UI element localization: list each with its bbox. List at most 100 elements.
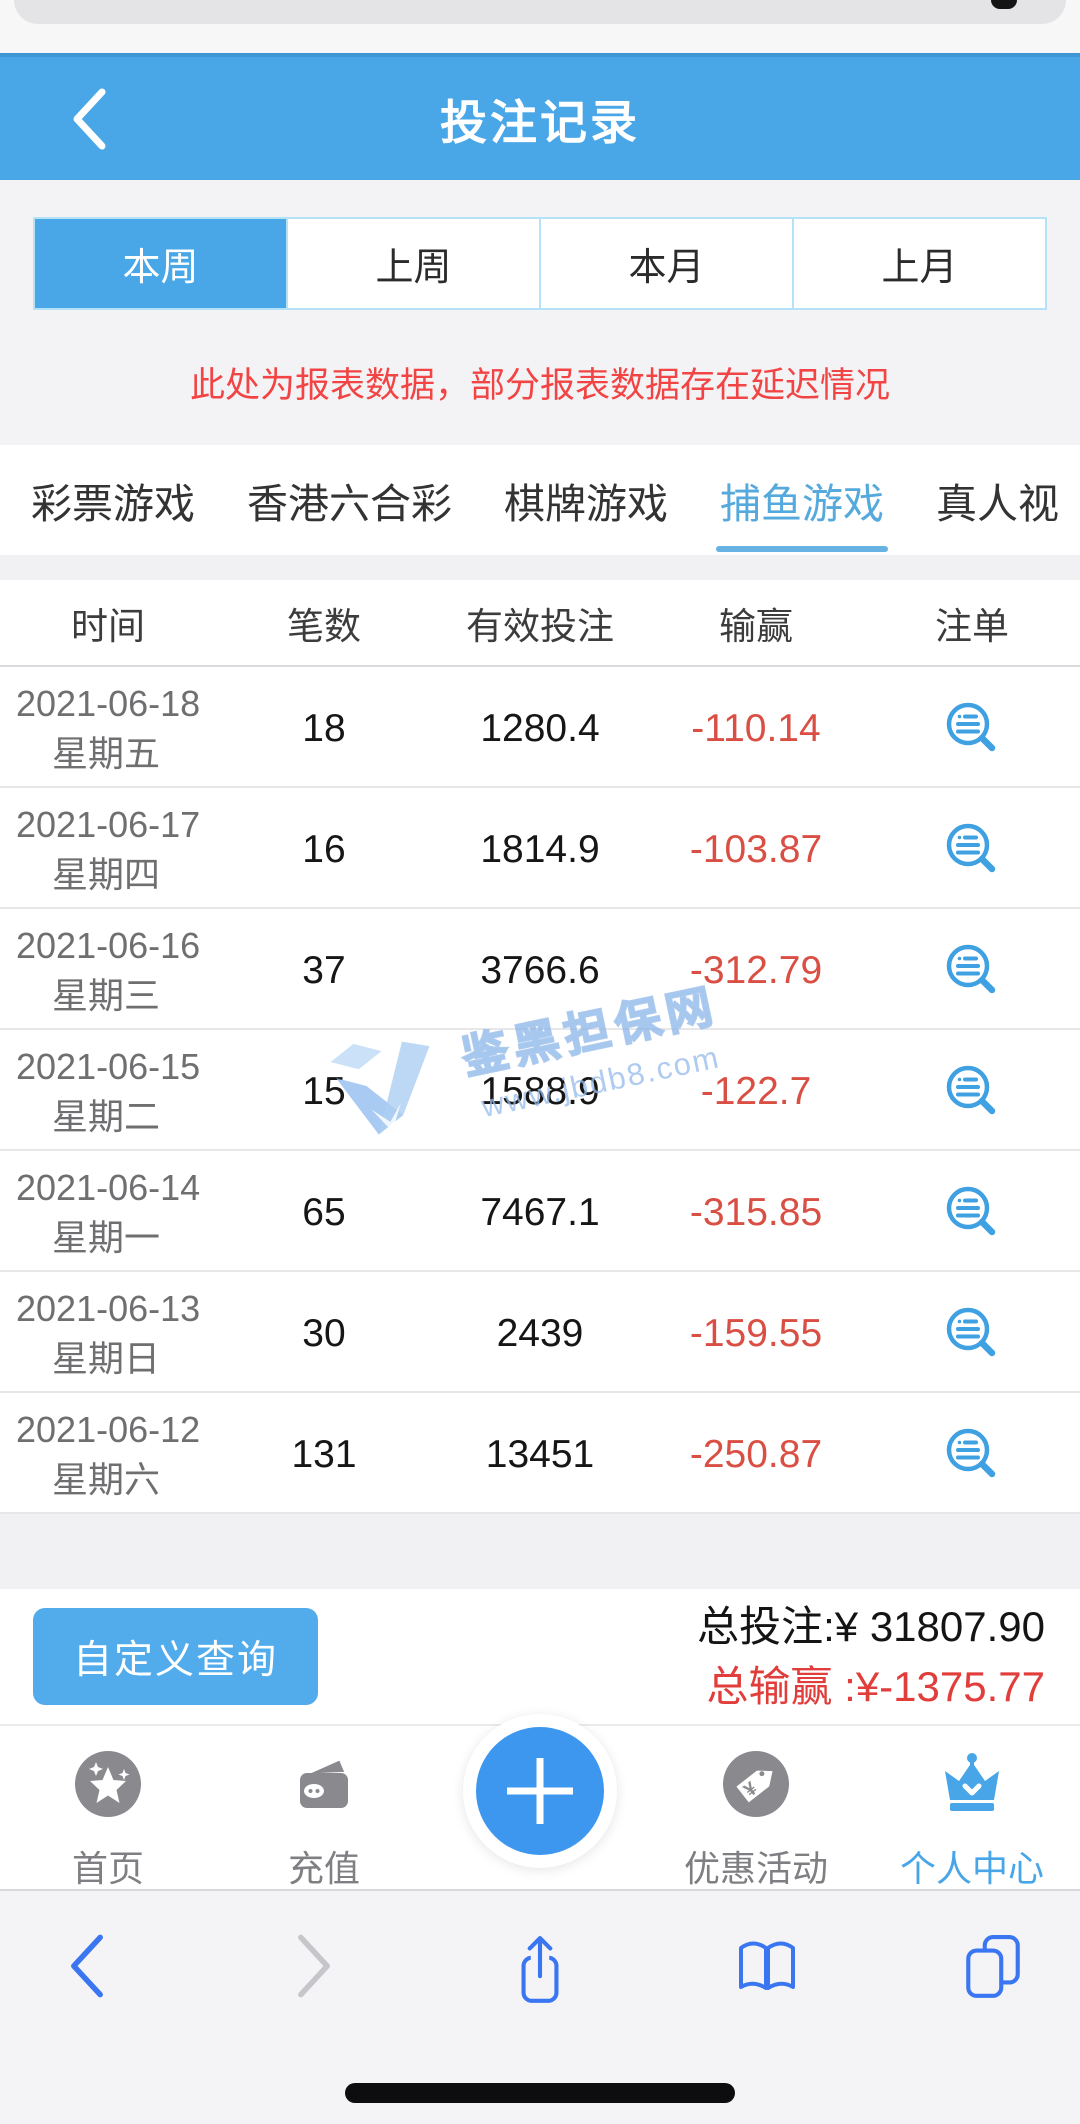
cell-count: 16 — [302, 828, 346, 871]
filters-zone: 本周 上周 本月 上月 此处为报表数据，部分报表数据存在延迟情况 — [0, 180, 1080, 445]
column-header-1: 笔数 — [287, 605, 361, 647]
cell-win-loss: -110.14 — [691, 707, 821, 750]
column-header-2: 有效投注 — [466, 605, 614, 647]
column-header-3: 输赢 — [719, 605, 793, 647]
chevron-right-icon — [297, 1934, 330, 1998]
browser-back-button[interactable] — [55, 1933, 119, 2009]
order-detail-button[interactable] — [864, 1063, 1080, 1121]
order-detail-button[interactable] — [864, 1184, 1080, 1242]
column-header-4: 注单 — [935, 605, 1009, 647]
row-date: 2021-06-15 — [16, 1046, 201, 1087]
nav-item-add[interactable] — [432, 1714, 648, 1892]
custom-query-button[interactable]: 自定义查询 — [33, 1608, 318, 1705]
category-tab-lottery[interactable]: 彩票游戏 — [31, 481, 195, 527]
order-detail-button[interactable] — [864, 1305, 1080, 1363]
cell-count: 30 — [302, 1312, 346, 1355]
order-detail-button[interactable] — [864, 1426, 1080, 1484]
page-title: 投注记录 — [440, 96, 640, 149]
category-tab-fishing[interactable]: 捕鱼游戏 — [716, 445, 888, 555]
nav-item-home[interactable]: 首页 — [0, 1726, 216, 1892]
cell-time: 2021-06-13 星期日 — [0, 1272, 216, 1396]
nav-label-recharge: 充值 — [287, 1848, 360, 1889]
total-winloss: 总输赢 :¥-1375.77 — [706, 1662, 1045, 1710]
cell-count: 18 — [302, 707, 346, 750]
wallet-icon — [290, 1750, 358, 1823]
nav-item-promotions[interactable]: ¥ 优惠活动 — [648, 1726, 864, 1892]
order-detail-icon — [946, 944, 996, 994]
cell-time: 2021-06-12 星期六 — [0, 1393, 216, 1517]
cell-time: 2021-06-15 星期二 — [0, 1030, 216, 1154]
order-detail-icon — [946, 1428, 996, 1478]
period-tab-this-week[interactable]: 本周 — [35, 219, 286, 308]
period-tabs: 本周 上周 本月 上月 — [33, 217, 1047, 310]
order-detail-button[interactable] — [864, 942, 1080, 1000]
cell-time: 2021-06-16 星期三 — [0, 909, 216, 1033]
nav-label-profile: 个人中心 — [899, 1848, 1044, 1889]
report-card: 彩票游戏 香港六合彩 棋牌游戏 捕鱼游戏 真人视 时间 笔数 有效投注 输赢 注单 2021-0… — [0, 445, 1080, 1514]
browser-toolbar — [0, 1889, 1080, 2123]
summary-bar: 自定义查询 总投注:¥ 31807.90 总输赢 :¥-1375.77 — [0, 1589, 1080, 1724]
tabs-icon — [966, 1935, 1020, 1998]
table-row: 2021-06-16 星期三 37 3766.6 -312.79 — [0, 909, 1080, 1030]
back-button[interactable] — [70, 87, 110, 151]
browser-tabs-button[interactable] — [961, 1933, 1025, 2009]
plus-icon[interactable] — [476, 1727, 604, 1855]
cell-valid-bet: 7467.1 — [480, 1191, 600, 1234]
home-stars-icon — [74, 1750, 142, 1823]
period-tab-last-week[interactable]: 上周 — [286, 219, 539, 308]
category-tab-live-video[interactable]: 真人视 — [936, 481, 1059, 527]
order-detail-icon — [946, 1186, 996, 1236]
url-bar-pill[interactable] — [14, 0, 1066, 24]
order-detail-icon — [946, 1307, 996, 1357]
row-weekday: 星期六 — [52, 1459, 161, 1500]
row-weekday: 星期五 — [52, 733, 161, 774]
app-header: 投注记录 — [0, 53, 1080, 180]
row-weekday: 星期三 — [52, 975, 161, 1016]
promo-tag-icon: ¥ — [722, 1750, 790, 1823]
divider — [0, 1514, 1080, 1589]
browser-top-bar — [0, 0, 1080, 53]
order-detail-button[interactable] — [864, 700, 1080, 758]
row-weekday: 星期日 — [52, 1338, 161, 1379]
period-tab-last-month[interactable]: 上月 — [792, 219, 1045, 308]
table-row: 2021-06-12 星期六 131 13451 -250.87 — [0, 1393, 1080, 1514]
notice-text: 此处为报表数据，部分报表数据存在延迟情况 — [189, 366, 890, 405]
nav-label-home: 首页 — [71, 1848, 144, 1889]
chevron-left-icon — [73, 88, 106, 149]
cell-time: 2021-06-14 星期一 — [0, 1151, 216, 1275]
cell-time: 2021-06-17 星期四 — [0, 788, 216, 912]
row-weekday: 星期一 — [52, 1217, 161, 1258]
cell-valid-bet: 2439 — [496, 1312, 584, 1355]
divider — [0, 555, 1080, 580]
table-row: 2021-06-15 星期二 15 1588.9 -122.7 — [0, 1030, 1080, 1151]
category-tabs: 彩票游戏 香港六合彩 棋牌游戏 捕鱼游戏 真人视 — [0, 445, 1080, 555]
order-detail-icon — [946, 1065, 996, 1115]
nav-item-profile[interactable]: 个人中心 — [864, 1726, 1080, 1892]
cell-valid-bet: 13451 — [485, 1433, 595, 1476]
home-indicator[interactable] — [345, 2083, 735, 2103]
row-date: 2021-06-16 — [16, 925, 201, 966]
nav-item-recharge[interactable]: 充值 — [216, 1726, 432, 1892]
table-header: 时间 笔数 有效投注 输赢 注单 — [0, 580, 1080, 667]
cell-count: 37 — [302, 949, 346, 992]
row-weekday: 星期二 — [52, 1096, 161, 1137]
cell-win-loss: -250.87 — [689, 1433, 823, 1476]
table-row: 2021-06-13 星期日 30 2439 -159.55 — [0, 1272, 1080, 1393]
order-detail-icon — [946, 702, 996, 752]
column-header-0: 时间 — [71, 605, 145, 647]
reload-icon[interactable] — [991, 0, 1017, 9]
cell-count: 131 — [291, 1433, 357, 1476]
order-detail-button[interactable] — [864, 821, 1080, 879]
cell-valid-bet: 1280.4 — [480, 707, 600, 750]
nav-label-promotions: 优惠活动 — [683, 1848, 828, 1889]
browser-share-button[interactable] — [508, 1933, 572, 2009]
category-tab-board-game[interactable]: 棋牌游戏 — [504, 481, 668, 527]
cell-win-loss: -122.7 — [700, 1070, 812, 1113]
browser-forward-button[interactable] — [282, 1933, 346, 2009]
order-detail-icon — [946, 823, 996, 873]
totals: 总投注:¥ 31807.90 总输赢 :¥-1375.77 — [697, 1597, 1045, 1716]
period-tab-this-month[interactable]: 本月 — [539, 219, 792, 308]
browser-bookmarks-button[interactable] — [735, 1933, 799, 2009]
row-date: 2021-06-12 — [16, 1409, 201, 1450]
category-tab-hk-lhc[interactable]: 香港六合彩 — [247, 481, 452, 527]
